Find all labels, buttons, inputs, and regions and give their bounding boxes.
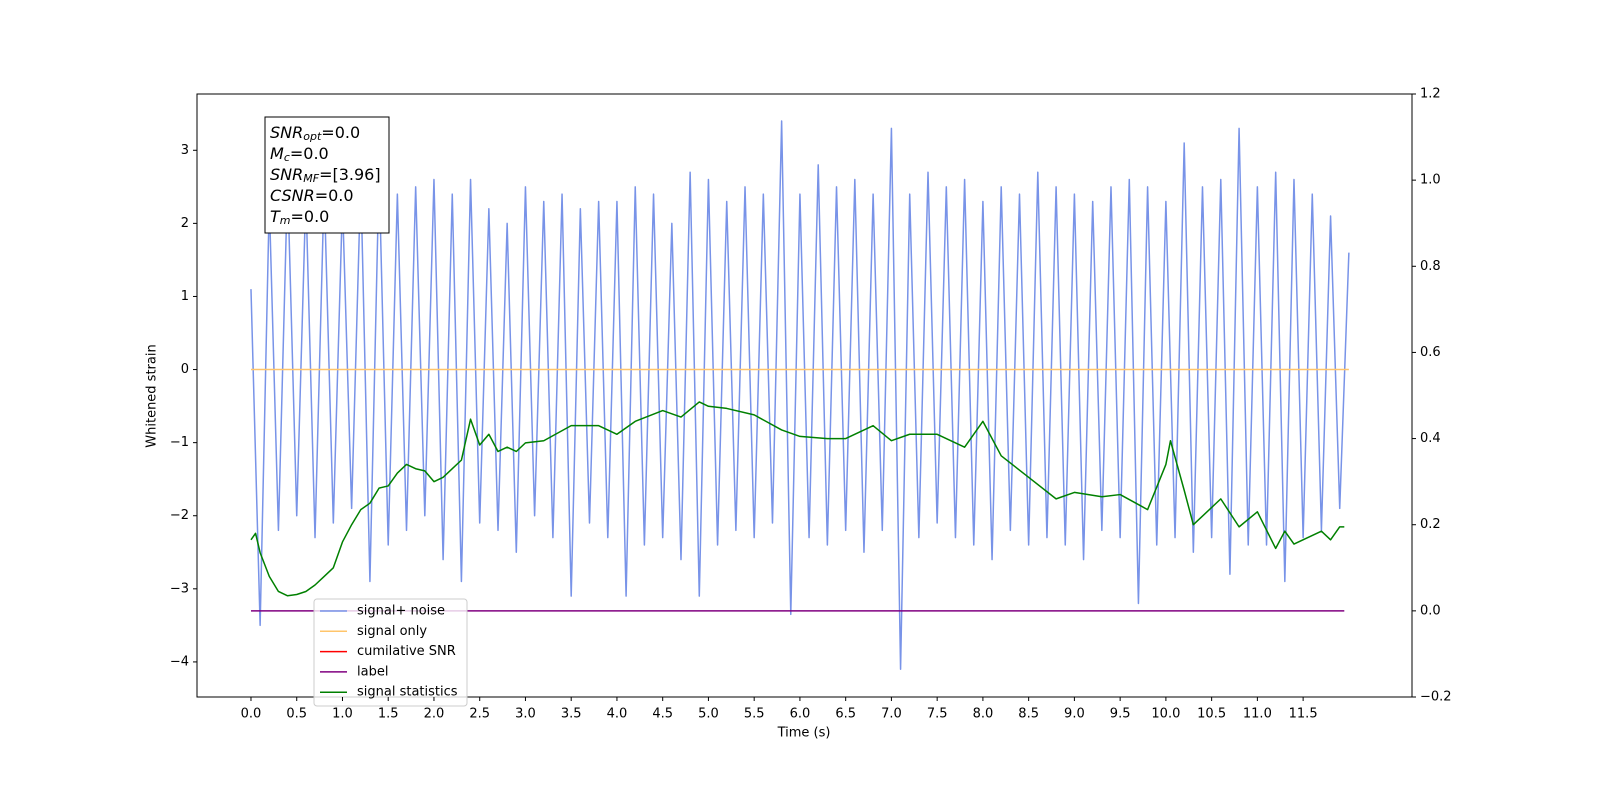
annotation-name: CSNR (270, 186, 315, 205)
x-tick-label: 7.5 (927, 707, 948, 722)
y-axis-label: Whitened strain (145, 344, 160, 447)
x-tick-label: 8.5 (1018, 707, 1039, 722)
y-tick-label: −3 (170, 581, 189, 596)
annotation-subscript: m (280, 214, 291, 227)
y-tick-label: 1 (181, 289, 189, 304)
annotation-box: SNRopt=0.0Mc=0.0SNRMF=[3.96]CSNR=0.0Tm=0… (264, 116, 390, 234)
annotation-subscript: MF (303, 172, 319, 185)
x-tick-label: 5.0 (698, 707, 719, 722)
x-tick-label: 11.0 (1243, 707, 1272, 722)
legend: signal+ noise signal only cumilative SNR la… (313, 598, 468, 707)
legend-label: signal statistics (357, 685, 458, 700)
x-tick-label: 10.0 (1151, 707, 1180, 722)
annotation-value: =0.0 (290, 144, 329, 163)
x-tick-label: 3.0 (515, 707, 536, 722)
y2-tick-label: 0.0 (1420, 603, 1441, 618)
x-tick-label: 3.5 (561, 707, 582, 722)
y-tick-label: 2 (181, 216, 189, 231)
legend-frame (313, 598, 468, 707)
x-tick-label: 9.5 (1110, 707, 1131, 722)
x-tick-label: 0.5 (286, 707, 307, 722)
legend-label: cumilative SNR (357, 644, 456, 659)
y2-tick-label: 0.8 (1420, 259, 1441, 274)
annotation-line: SNRMF=[3.96] (270, 165, 381, 186)
annotation-name: SNR (270, 123, 303, 142)
annotation-value: =0.0 (291, 207, 330, 226)
y2-tick-label: −0.2 (1420, 690, 1452, 705)
annotation-line: Mc=0.0 (270, 144, 329, 165)
annotation-subscript: opt (303, 130, 322, 143)
annotation-value: =[3.96] (319, 165, 381, 184)
annotation-frame (264, 116, 390, 234)
y-tick-label: −4 (170, 654, 189, 669)
annotation-value: =0.0 (321, 123, 360, 142)
x-tick-label: 1.0 (332, 707, 353, 722)
annotation-line: CSNR=0.0 (270, 186, 354, 205)
x-tick-label: 6.5 (835, 707, 856, 722)
x-tick-label: 6.0 (790, 707, 811, 722)
y-tick-label: 3 (181, 143, 189, 158)
annotation-line: SNRopt=0.0 (270, 123, 360, 144)
series-line (250, 120, 1350, 670)
x-axis-label: Time (s) (777, 726, 831, 741)
x-tick-label: 0.0 (241, 707, 262, 722)
legend-label: signal only (357, 624, 427, 639)
x-tick-label: 4.0 (607, 707, 628, 722)
x-tick-label: 11.5 (1289, 707, 1318, 722)
annotation-line: Tm=0.0 (270, 207, 329, 228)
legend-label: signal+ noise (357, 604, 445, 619)
x-tick-label: 1.5 (378, 707, 399, 722)
annotation-name: T (270, 207, 281, 226)
x-tick-label: 9.0 (1064, 707, 1085, 722)
x-tick-label: 7.0 (881, 707, 902, 722)
x-tick-label: 5.5 (744, 707, 765, 722)
legend-label: label (357, 664, 388, 679)
annotation-subscript: c (284, 151, 290, 164)
y2-tick-label: 0.6 (1420, 345, 1441, 360)
x-tick-label: 2.0 (424, 707, 445, 722)
annotation-name: SNR (270, 165, 303, 184)
x-tick-label: 4.5 (652, 707, 673, 722)
y-tick-label: −2 (170, 508, 189, 523)
y2-tick-label: 1.2 (1420, 87, 1441, 102)
series-line (250, 401, 1345, 597)
annotation-value: =0.0 (315, 186, 354, 205)
x-tick-label: 2.5 (469, 707, 490, 722)
y2-tick-label: 0.2 (1420, 517, 1441, 532)
axes-frame (196, 93, 1413, 698)
y-tick-label: −1 (170, 435, 189, 450)
annotation-name: M (270, 144, 284, 163)
x-tick-label: 8.0 (973, 707, 994, 722)
x-tick-label: 10.5 (1197, 707, 1226, 722)
y2-tick-label: 0.4 (1420, 431, 1441, 446)
y-tick-label: 0 (181, 362, 189, 377)
y2-tick-label: 1.0 (1420, 173, 1441, 188)
